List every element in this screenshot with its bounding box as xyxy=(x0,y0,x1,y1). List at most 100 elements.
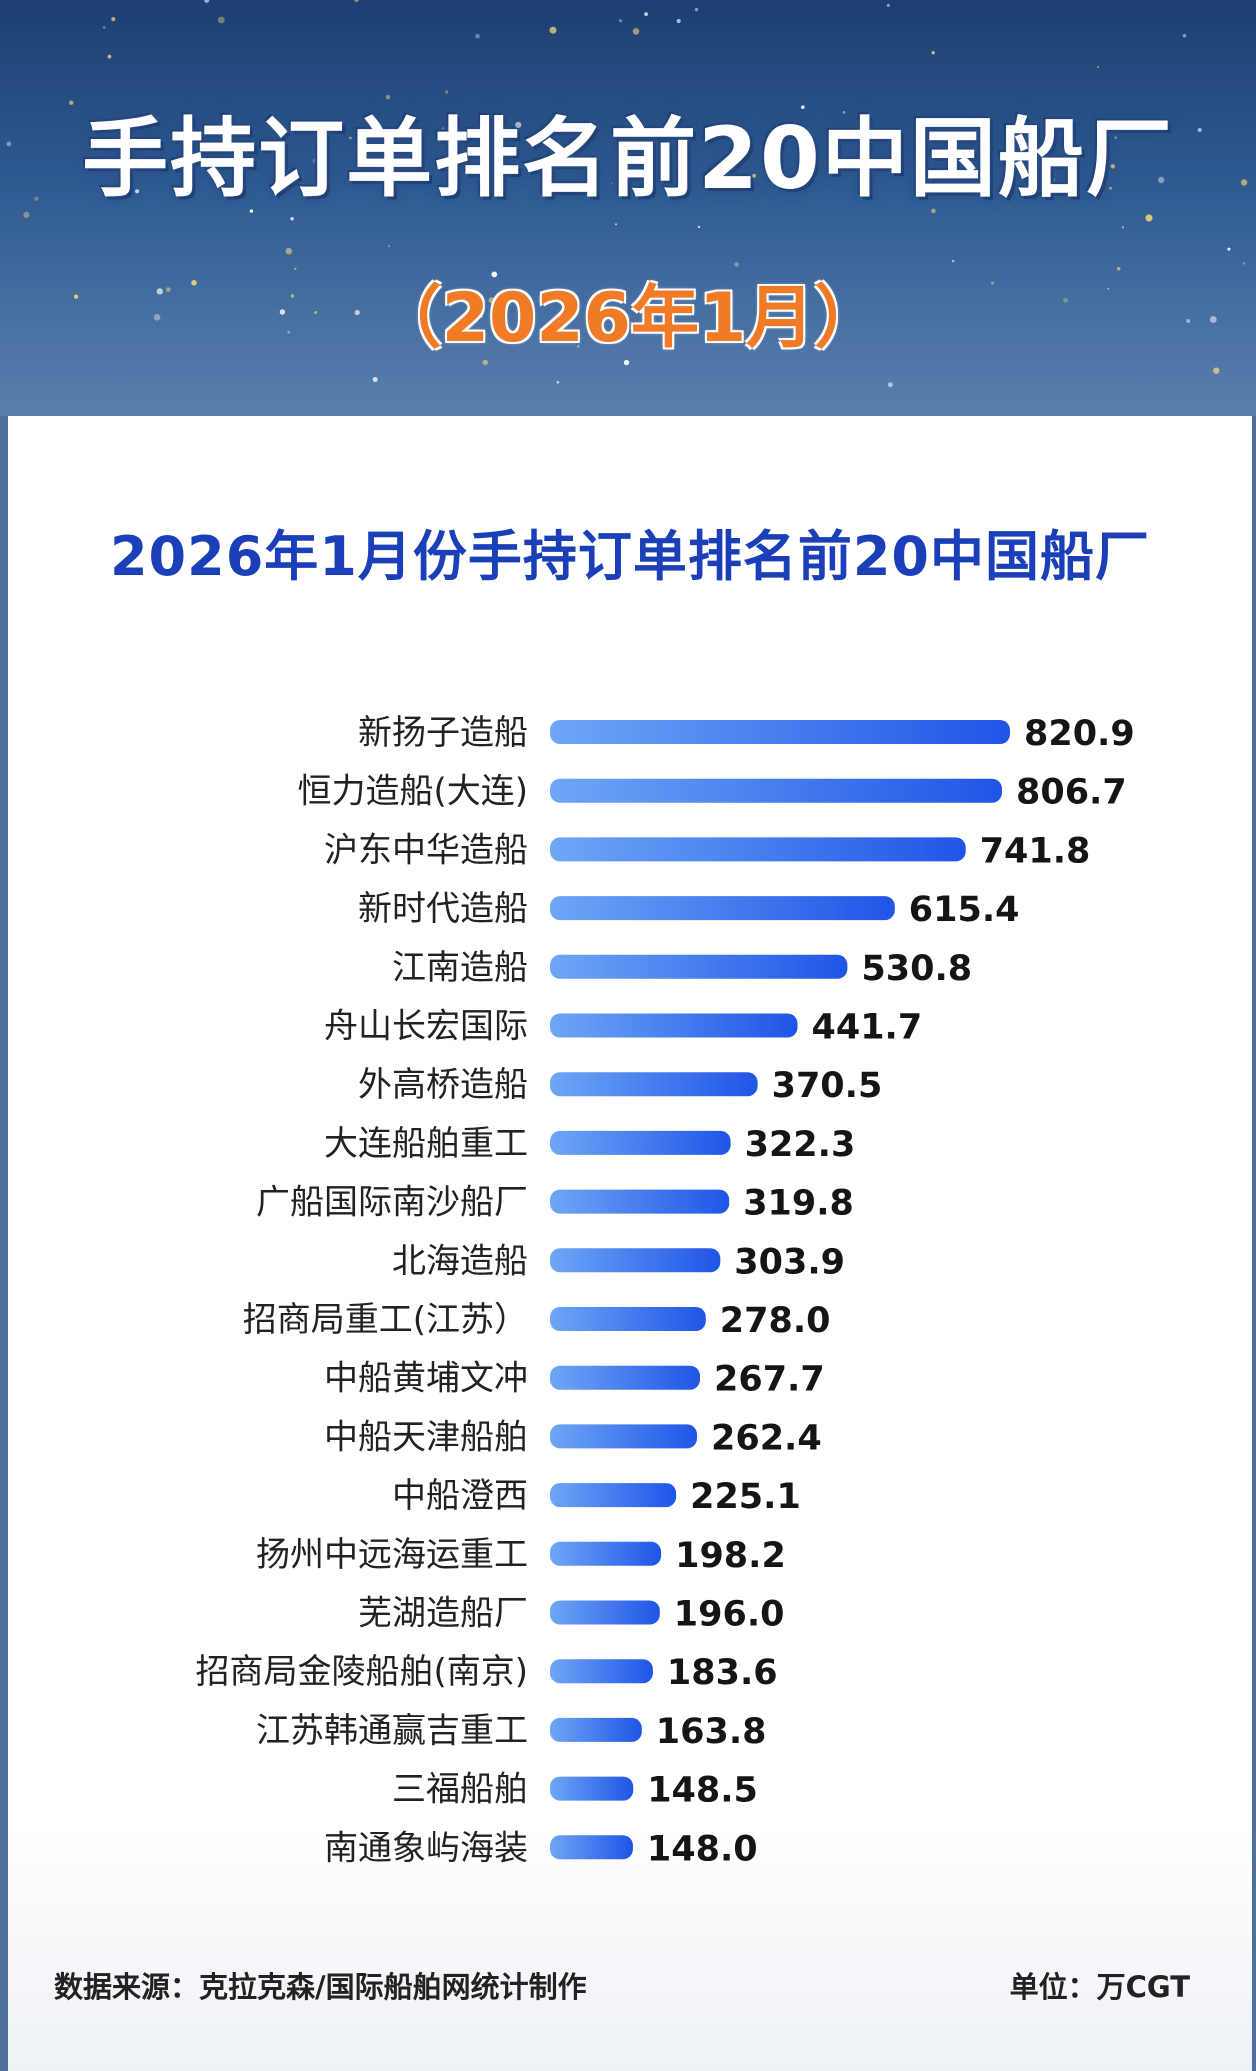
sparkle-dot xyxy=(1186,319,1191,323)
sparkle-dot xyxy=(632,28,640,35)
bar xyxy=(550,1835,633,1860)
value-label: 183.6 xyxy=(667,1653,778,1693)
sparkle-dot xyxy=(349,136,352,140)
category-label: 扬州中远海运重工 xyxy=(256,1535,528,1575)
sparkle-dot xyxy=(886,3,890,7)
value-label: 148.0 xyxy=(647,1829,758,1869)
sparkle-dot xyxy=(1227,247,1231,251)
sparkle-dot xyxy=(69,100,74,105)
category-label: 新扬子造船 xyxy=(358,713,528,753)
value-label: 441.7 xyxy=(812,1008,923,1048)
bar xyxy=(550,1013,798,1038)
banner-subtitle: （2026年1月） xyxy=(373,279,883,358)
sparkle-dot xyxy=(752,173,756,178)
category-label: 江苏韩通赢吉重工 xyxy=(256,1711,528,1751)
bar xyxy=(550,1659,653,1684)
sparkle-dot xyxy=(611,182,613,185)
sparkle-dot xyxy=(135,189,139,194)
sparkle-dot xyxy=(217,16,225,24)
sparkle-dot xyxy=(644,12,648,16)
chart-card: 2026年1月份手持订单排名前20中国船厂 新扬子造船 820.9 恒力造船(大连)… xyxy=(8,416,1252,2071)
chart-title: 2026年1月份手持订单排名前20中国船厂 xyxy=(109,525,1150,588)
sparkle-dot xyxy=(515,121,522,129)
sparkle-dot xyxy=(102,26,106,29)
bar xyxy=(550,1189,730,1214)
sparkle-dot xyxy=(23,211,30,218)
sparkle-dot xyxy=(1122,226,1124,229)
sparkle-dot xyxy=(441,127,445,130)
sparkle-dot xyxy=(1182,33,1187,38)
category-label: 沪东中华造船 xyxy=(324,830,528,870)
value-label: 267.7 xyxy=(714,1360,825,1400)
bar xyxy=(550,720,1010,744)
header-banner: 手持订单排名前20中国船厂 （2026年1月） xyxy=(0,0,1256,416)
value-label: 148.5 xyxy=(647,1771,758,1811)
sparkle-dot xyxy=(165,287,171,292)
sparkle-dot xyxy=(354,309,360,316)
sparkle-dot xyxy=(445,90,449,94)
sparkle-dot xyxy=(480,315,483,318)
category-label: 三福船舶 xyxy=(392,1770,528,1810)
sparkle-dot xyxy=(549,26,557,34)
sparkle-dot xyxy=(354,0,359,3)
bar-chart: 新扬子造船 820.9 恒力造船(大连) 806.7 沪东中华造船 741.8 新时代造船 6… xyxy=(195,713,1134,1869)
value-label: 322.3 xyxy=(745,1125,856,1165)
sparkle-dot xyxy=(1145,214,1153,222)
category-label: 中船澄西 xyxy=(392,1476,528,1516)
bar xyxy=(550,1717,642,1742)
sparkle-dot xyxy=(614,223,618,226)
sparkle-dot xyxy=(676,18,681,24)
value-label: 225.1 xyxy=(690,1477,801,1517)
sparkle-dot xyxy=(314,311,318,314)
bar xyxy=(550,1307,706,1331)
sparkle-dot xyxy=(1240,179,1248,186)
sparkle-dot xyxy=(388,245,391,248)
value-label: 198.2 xyxy=(675,1536,786,1576)
sparkle-dot xyxy=(1213,367,1220,374)
sparkle-dot xyxy=(290,217,294,221)
sparkle-dot xyxy=(565,293,569,298)
sparkle-dot xyxy=(191,280,197,286)
category-label: 北海造船 xyxy=(392,1241,528,1281)
sparkle-dot xyxy=(130,160,134,164)
value-label: 262.4 xyxy=(711,1418,822,1458)
sparkle-dot xyxy=(285,247,293,255)
category-label: 招商局重工(江苏） xyxy=(243,1300,528,1340)
bar xyxy=(550,778,1002,803)
sparkle-dot xyxy=(249,209,254,213)
category-label: 外高桥造船 xyxy=(358,1065,528,1105)
value-label: 303.9 xyxy=(734,1242,845,1282)
bar xyxy=(550,1365,700,1390)
category-label: 中船黄埔文冲 xyxy=(324,1359,528,1399)
sparkle-dot xyxy=(1109,186,1112,190)
sparkle-dot xyxy=(204,0,210,3)
value-label: 530.8 xyxy=(861,949,972,989)
sparkle-dot xyxy=(577,345,580,348)
value-label: 196.0 xyxy=(674,1595,785,1635)
category-label: 中船天津船舶 xyxy=(324,1417,528,1457)
category-label: 大连船舶重工 xyxy=(324,1124,528,1164)
category-label: 南通象屿海装 xyxy=(324,1828,528,1868)
sparkle-dot xyxy=(1051,178,1056,183)
sparkle-dot xyxy=(312,158,317,163)
sparkle-dot xyxy=(475,33,480,39)
category-label: 舟山长宏国际 xyxy=(324,1007,528,1047)
bar xyxy=(550,837,966,862)
sparkle-dot xyxy=(438,135,446,143)
sparkle-dot xyxy=(279,309,286,315)
sparkle-dot xyxy=(1116,267,1121,271)
sparkle-dot xyxy=(6,141,12,147)
sparkle-dot xyxy=(618,19,623,23)
sparkle-dot xyxy=(952,259,955,263)
sparkle-dot xyxy=(1063,298,1068,303)
bar xyxy=(550,1072,758,1097)
sparkle-dot xyxy=(1209,316,1217,323)
value-label: 615.4 xyxy=(909,890,1020,930)
value-label: 163.8 xyxy=(656,1712,767,1752)
sparkle-dot xyxy=(1110,164,1116,169)
bar xyxy=(550,954,848,979)
value-label: 370.5 xyxy=(772,1066,883,1106)
sparkle-dot xyxy=(931,208,936,214)
sparkle-background xyxy=(6,0,1248,388)
category-label: 新时代造船 xyxy=(358,889,528,929)
